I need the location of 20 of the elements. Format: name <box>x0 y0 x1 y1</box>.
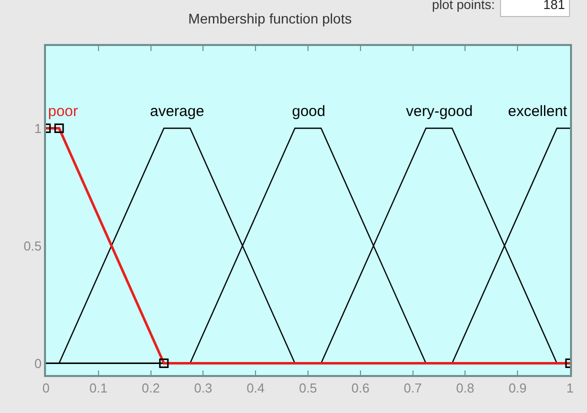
text: 181 <box>543 0 565 12</box>
x-tick-label: 0.8 <box>456 380 474 396</box>
y-tick-label: 1 <box>34 120 42 136</box>
series-label: very-good <box>406 103 473 120</box>
series-label: excellent <box>508 103 568 120</box>
x-tick-label: 0.9 <box>508 380 527 396</box>
y-tick-label: 0.5 <box>24 238 42 254</box>
y-tick-label: 0 <box>34 356 42 371</box>
x-tick-label: 0.5 <box>298 380 318 396</box>
x-tick-label: 0.6 <box>351 380 370 396</box>
x-tick-label: 0.4 <box>246 380 265 396</box>
x-tick-label: 0.3 <box>194 380 212 396</box>
x-tick-label: 0.7 <box>404 380 422 396</box>
x-tick-label: 0.1 <box>89 380 108 396</box>
series-label: poor <box>48 103 78 120</box>
x-tick-label: 1 <box>566 380 574 396</box>
series-label: good <box>292 103 326 120</box>
chart-title: Membership function plots <box>188 10 352 26</box>
x-tick-label: 0.2 <box>142 380 160 396</box>
series-label: average <box>150 103 204 120</box>
